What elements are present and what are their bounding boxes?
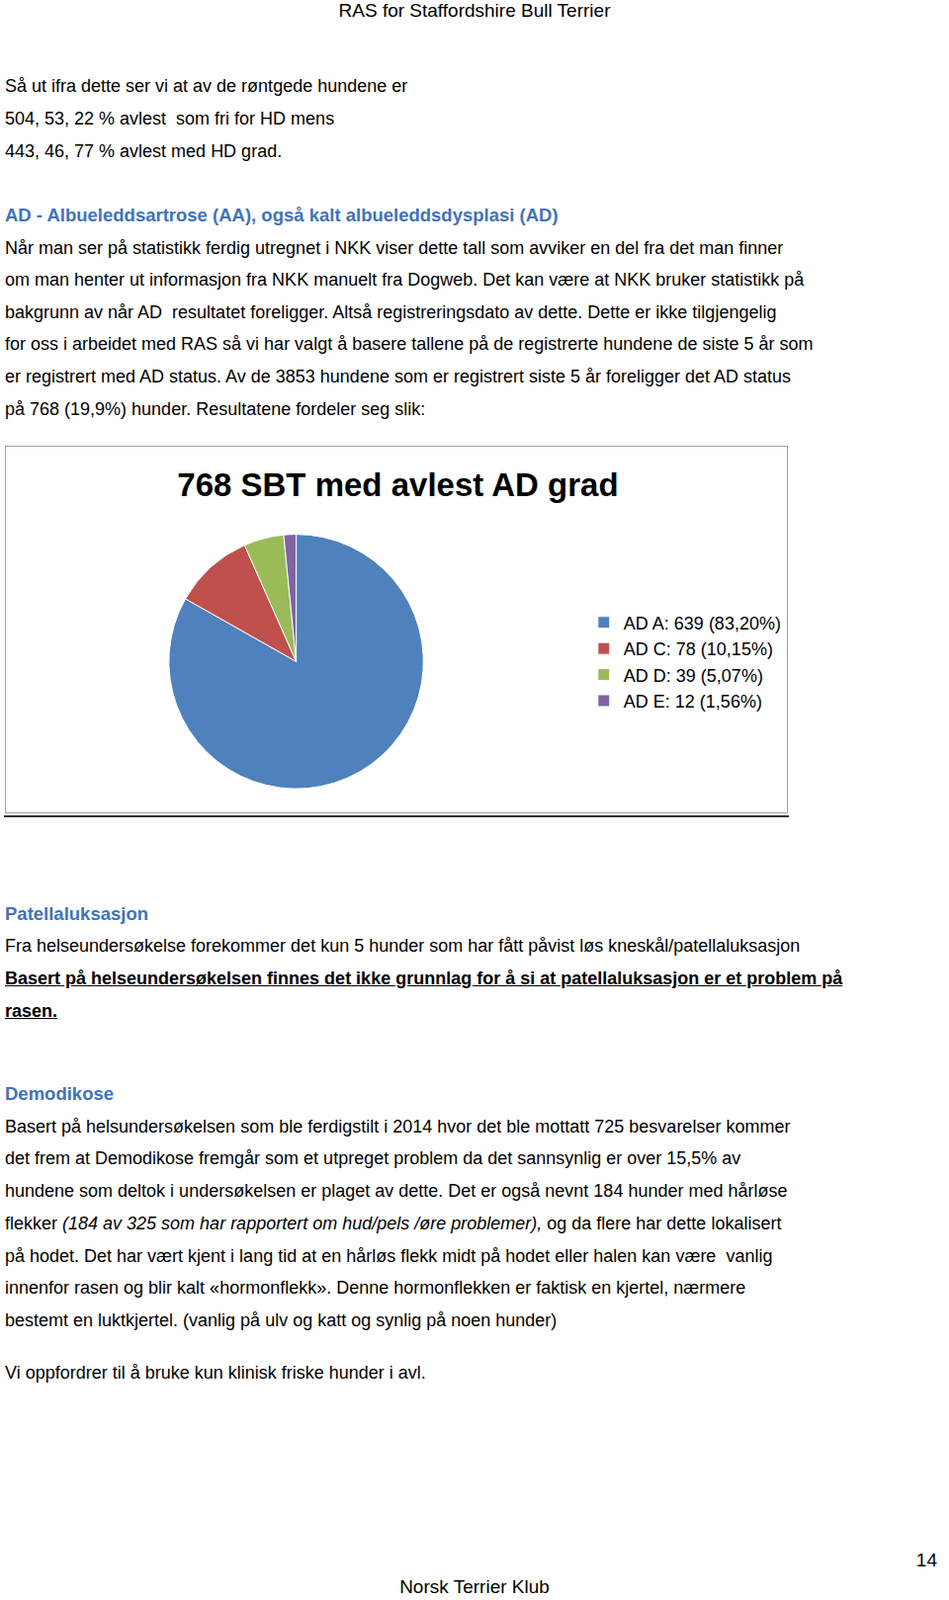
html-text:hundene som deltok i undersøke: hundene som deltok i undersøkelsen er pl… [4,1181,788,1202]
svg-text:AD A: 639 (83,20%): AD A: 639 (83,20%) [623,613,781,634]
html-text:Så ut ifra dette ser vi at av: Så ut ifra dette ser vi at av de røntged… [4,76,408,96]
html-text:Basert på helseundersøkelsen f: Basert på helseundersøkelsen finnes det … [4,968,843,989]
html-text:443, 46, 77 % avlest med HD gr: 443, 46, 77 % avlest med HD grad. [4,141,282,162]
html-text:bestemt en luktkjertel. (vanli: bestemt en luktkjertel. (vanlig på ulv o… [4,1310,557,1331]
svg-text:AD C: 78 (10,15%): AD C: 78 (10,15%) [623,639,774,660]
html-text:504, 53, 22 % avlest som fri f: 504, 53, 22 % avlest som fri for HD mens [4,108,335,129]
svg-text:AD D: 39 (5,07%): AD D: 39 (5,07%) [623,666,764,687]
html-text:14: 14 [916,1550,938,1571]
html-text:for oss i arbeidet med RAS så: for oss i arbeidet med RAS så vi har val… [4,334,814,355]
svg-text:AD E: 12 (1,56%): AD E: 12 (1,56%) [623,691,763,712]
html-text:RAS for Staffordshire Bull Ter: RAS for Staffordshire Bull Terrier [338,0,611,21]
html-text:det frem at Demodikose fremgår: det frem at Demodikose fremgår som et ut… [4,1149,741,1169]
html-text:Patellaluksasjon: Patellaluksasjon [4,903,149,925]
svg-text:768 SBT med avlest AD grad: 768 SBT med avlest AD grad [176,466,618,504]
html-text:på 768 (19,9%) hunder. Resulta: på 768 (19,9%) hunder. Resultatene forde… [4,398,426,419]
html-text:Når man ser på statistikk ferd: Når man ser på statistikk ferdig utregne… [4,237,784,258]
html-text:Basert på helsundersøkelsen so: Basert på helsundersøkelsen som ble ferd… [4,1116,791,1137]
html-text:bakgrunn av når AD resultatet: bakgrunn av når AD resultatet foreligger… [4,302,777,323]
html-text:innenfor rasen og blir kalt «h: innenfor rasen og blir kalt «hormonflekk… [4,1278,746,1299]
html-text:om man henter ut informasjon f: om man henter ut informasjon fra NKK man… [4,270,805,290]
html-text:på hodet. Det har vært kjent i: på hodet. Det har vært kjent i lang tid … [4,1246,773,1266]
html-text:Norsk Terrier Klub: Norsk Terrier Klub [399,1576,550,1598]
html-text:flekker (184 av 325 som har ra: flekker (184 av 325 som har rapportert o… [4,1213,782,1234]
html-text:Vi oppfordrer til å bruke kun: Vi oppfordrer til å bruke kun klinisk fr… [4,1363,426,1383]
html-text:AD - Albueleddsartrose (AA), o: AD - Albueleddsartrose (AA), også kalt a… [4,204,559,226]
html-text:rasen.: rasen. [4,1001,58,1022]
html-text:Fra helseundersøkelse forekomm: Fra helseundersøkelse forekommer det kun… [4,936,801,956]
html-text:er registrert med AD status. A: er registrert med AD status. Av de 3853 … [4,366,791,387]
html-text:Demodikose: Demodikose [4,1083,114,1105]
